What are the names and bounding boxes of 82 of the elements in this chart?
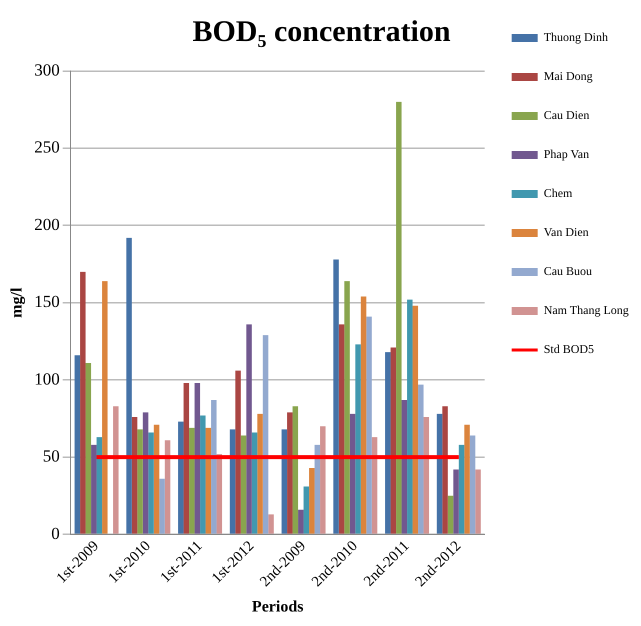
bar bbox=[262, 335, 268, 534]
bar bbox=[252, 432, 258, 534]
y-tick-label: 150 bbox=[34, 292, 60, 312]
bar bbox=[470, 436, 476, 534]
bar bbox=[448, 496, 454, 534]
bar bbox=[292, 406, 298, 534]
legend-label: Nam Thang Long bbox=[544, 303, 629, 318]
bar bbox=[464, 424, 470, 534]
y-tick-label: 50 bbox=[42, 446, 60, 466]
y-axis-title: mg/l bbox=[8, 287, 26, 318]
bar bbox=[91, 444, 97, 534]
bar bbox=[407, 300, 413, 534]
bar bbox=[350, 414, 356, 534]
bar bbox=[282, 429, 288, 534]
bar bbox=[102, 281, 108, 534]
bar bbox=[396, 102, 402, 534]
bar bbox=[314, 444, 320, 534]
bar bbox=[211, 400, 217, 534]
bar bbox=[344, 281, 350, 534]
bar bbox=[436, 414, 442, 534]
y-tick-label: 250 bbox=[34, 138, 60, 157]
bar bbox=[216, 454, 222, 534]
legend-label: Phap Van bbox=[544, 147, 590, 162]
bar bbox=[86, 362, 92, 534]
y-tick-label: 200 bbox=[34, 214, 60, 234]
bar bbox=[366, 316, 372, 534]
chart-title: BOD₅ concentration bbox=[192, 14, 451, 48]
legend-label: Thuong Dinh bbox=[544, 30, 608, 44]
bar bbox=[230, 429, 236, 534]
bar bbox=[320, 426, 326, 534]
bar bbox=[338, 324, 344, 534]
bar bbox=[132, 417, 138, 534]
bar bbox=[287, 412, 293, 534]
bar bbox=[268, 514, 274, 534]
legend-label: Cau Buou bbox=[544, 264, 592, 278]
bar bbox=[458, 444, 464, 534]
legend-label: Cau Dien bbox=[544, 108, 590, 122]
bar bbox=[475, 470, 481, 534]
y-tick-label: 100 bbox=[34, 369, 60, 388]
bar bbox=[412, 306, 418, 534]
y-tick-label: 300 bbox=[34, 60, 60, 80]
y-tick-label: 0 bbox=[51, 524, 60, 543]
bar bbox=[453, 470, 459, 534]
bar bbox=[355, 344, 361, 534]
bar bbox=[424, 417, 430, 534]
bar bbox=[385, 352, 391, 534]
bar bbox=[246, 324, 252, 534]
bar bbox=[390, 348, 396, 534]
bar bbox=[96, 437, 102, 534]
bar bbox=[240, 436, 246, 534]
bar bbox=[126, 238, 132, 534]
bar bbox=[142, 412, 148, 534]
bar bbox=[298, 510, 304, 534]
bar bbox=[418, 384, 424, 534]
legend-label: Std BOD5 bbox=[544, 342, 594, 356]
bar bbox=[235, 370, 241, 534]
bar bbox=[333, 259, 339, 534]
bar bbox=[154, 424, 160, 534]
bar bbox=[360, 296, 366, 534]
bar bbox=[309, 468, 315, 534]
bar bbox=[257, 414, 263, 534]
x-axis-title: Periods bbox=[252, 598, 304, 616]
bar bbox=[189, 428, 195, 534]
bar bbox=[184, 383, 190, 534]
legend-label: Van Dien bbox=[544, 225, 589, 240]
bar bbox=[194, 383, 200, 534]
bar bbox=[113, 406, 119, 534]
legend-label: Mai Dong bbox=[544, 69, 593, 84]
legend-label: Chem bbox=[544, 186, 574, 200]
bar bbox=[442, 406, 448, 534]
bar bbox=[200, 415, 206, 534]
bar bbox=[206, 428, 212, 534]
bar bbox=[372, 437, 378, 534]
bar bbox=[159, 478, 165, 534]
bar bbox=[74, 355, 80, 534]
bar bbox=[164, 440, 170, 534]
bar bbox=[304, 486, 310, 534]
bar bbox=[148, 432, 154, 534]
bar bbox=[80, 272, 86, 534]
bar bbox=[178, 422, 184, 534]
bar bbox=[137, 429, 143, 534]
bar bbox=[402, 400, 408, 534]
